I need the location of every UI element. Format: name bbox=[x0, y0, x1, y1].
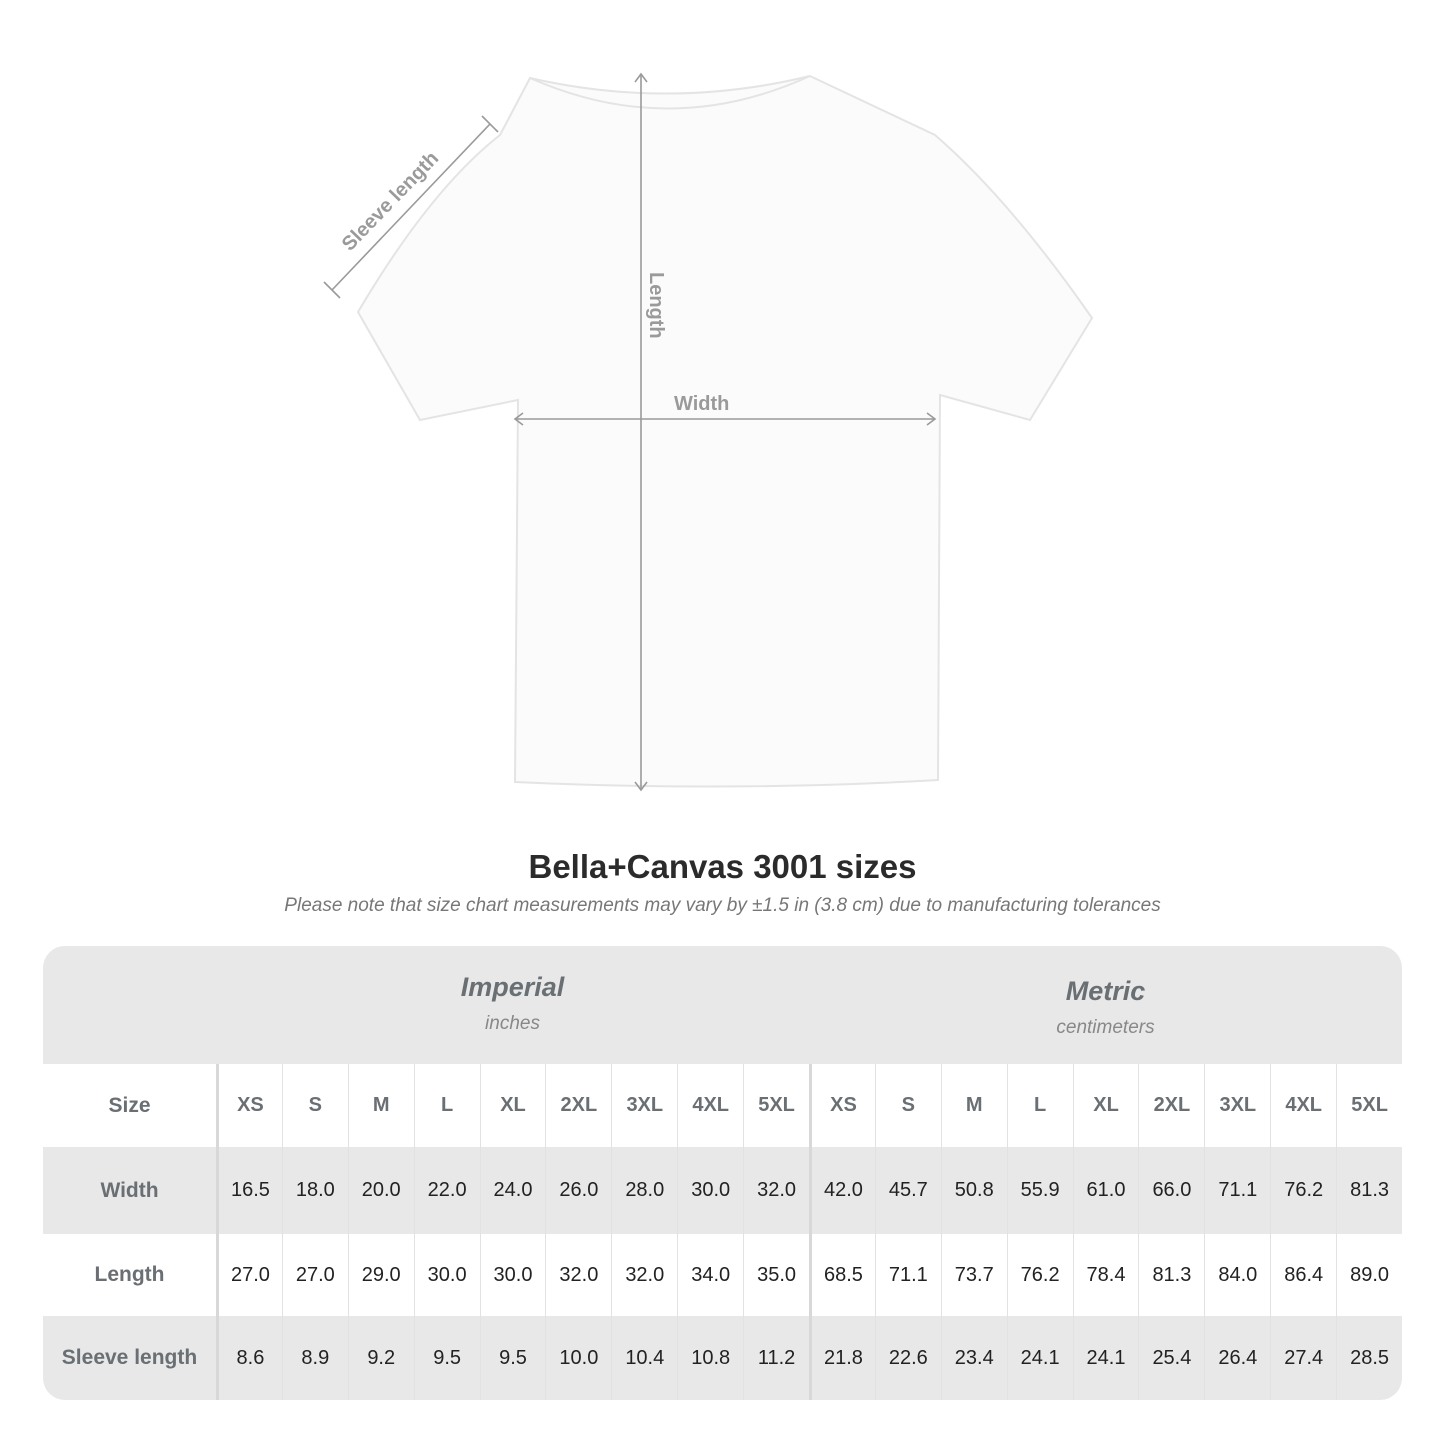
value-cell: 9.2 bbox=[347, 1316, 414, 1400]
value-cell: 18.0 bbox=[281, 1147, 348, 1234]
value-cell: 21.8 bbox=[809, 1316, 875, 1400]
size-header-cell: M bbox=[940, 1064, 1007, 1147]
value-cell: 10.4 bbox=[611, 1316, 677, 1400]
tshirt-shape bbox=[356, 74, 1094, 788]
tshirt-diagram: Sleeve length Length Width bbox=[323, 72, 1094, 792]
length-label: Length bbox=[645, 272, 667, 339]
value-cell: 28.0 bbox=[611, 1147, 677, 1234]
value-cell: 9.5 bbox=[479, 1316, 546, 1400]
imperial-unit: inches bbox=[485, 1013, 540, 1034]
value-cell: 61.0 bbox=[1072, 1147, 1139, 1234]
size-header-cell: 4XL bbox=[677, 1064, 743, 1147]
collar bbox=[529, 75, 811, 110]
sleeve-arrow bbox=[331, 123, 491, 291]
row-label: Width bbox=[100, 1178, 159, 1202]
table-row: Width 16.5 18.0 20.0 22.0 24.0 26.0 28.0 30.0 32.… bbox=[43, 1147, 1402, 1234]
value-cell: 27.0 bbox=[281, 1234, 348, 1316]
size-header-cell: XL bbox=[479, 1064, 546, 1147]
value-cell: 16.5 bbox=[216, 1147, 282, 1234]
value-cell: 86.4 bbox=[1270, 1234, 1336, 1316]
size-header-cell: M bbox=[347, 1064, 414, 1147]
table-row: Length 27.0 27.0 29.0 30.0 30.0 32.0 32.0 34.0 35… bbox=[43, 1234, 1402, 1316]
value-cell: 66.0 bbox=[1138, 1147, 1204, 1234]
value-cell: 25.4 bbox=[1138, 1316, 1204, 1400]
value-cell: 11.2 bbox=[743, 1316, 809, 1400]
value-cell: 10.8 bbox=[677, 1316, 743, 1400]
value-cell: 24.0 bbox=[479, 1147, 546, 1234]
row-label: Sleeve length bbox=[61, 1346, 198, 1369]
value-cell: 29.0 bbox=[347, 1234, 414, 1316]
metric-unit: centimeters bbox=[1056, 1017, 1155, 1038]
page-title: Bella+Canvas 3001 sizes bbox=[528, 848, 917, 885]
value-cell: 30.0 bbox=[413, 1234, 480, 1316]
size-header-cell: 5XL bbox=[743, 1064, 809, 1147]
value-cell: 28.5 bbox=[1336, 1316, 1402, 1400]
value-cell: 78.4 bbox=[1072, 1234, 1139, 1316]
value-cell: 32.0 bbox=[611, 1234, 677, 1316]
value-cell: 9.5 bbox=[413, 1316, 480, 1400]
value-cell: 30.0 bbox=[677, 1147, 743, 1234]
size-table: Imperial inches Metric centimeters Size X… bbox=[43, 946, 1402, 1400]
size-header-cell: XS bbox=[809, 1064, 875, 1147]
value-cell: 26.4 bbox=[1204, 1316, 1270, 1400]
value-cell: 8.6 bbox=[216, 1316, 282, 1400]
size-header-cell: 5XL bbox=[1336, 1064, 1402, 1147]
value-cell: 22.0 bbox=[413, 1147, 480, 1234]
size-header-cell: S bbox=[874, 1064, 941, 1147]
value-cell: 89.0 bbox=[1336, 1234, 1402, 1316]
value-cell: 35.0 bbox=[743, 1234, 809, 1316]
size-header-cell: XS bbox=[216, 1064, 282, 1147]
row-label: Length bbox=[94, 1263, 165, 1286]
value-cell: 45.7 bbox=[874, 1147, 941, 1234]
size-header-cell: S bbox=[281, 1064, 348, 1147]
metric-header: Metric centimeters bbox=[809, 946, 1402, 1094]
width-label: Width bbox=[674, 393, 729, 415]
tolerance-note: Please note that size chart measurements… bbox=[284, 895, 1161, 916]
value-cell: 76.2 bbox=[1006, 1234, 1073, 1316]
imperial-title: Imperial bbox=[460, 972, 565, 1002]
value-cell: 23.4 bbox=[940, 1316, 1007, 1400]
value-cell: 27.4 bbox=[1270, 1316, 1336, 1400]
value-cell: 32.0 bbox=[743, 1147, 809, 1234]
value-cell: 24.1 bbox=[1006, 1316, 1073, 1400]
value-cell: 42.0 bbox=[809, 1147, 875, 1234]
value-cell: 68.5 bbox=[809, 1234, 875, 1316]
value-cell: 81.3 bbox=[1138, 1234, 1204, 1316]
value-cell: 27.0 bbox=[216, 1234, 282, 1316]
size-header-cell: 4XL bbox=[1270, 1064, 1336, 1147]
value-cell: 20.0 bbox=[347, 1147, 414, 1234]
size-header-cell: 3XL bbox=[1204, 1064, 1270, 1147]
value-cell: 8.9 bbox=[281, 1316, 348, 1400]
value-cell: 50.8 bbox=[940, 1147, 1007, 1234]
value-cell: 34.0 bbox=[677, 1234, 743, 1316]
size-header-row: Size XS S M L XL 2XL 3XL 4XL 5XL XS S M L XL 2XL 3XL 4XL 5… bbox=[43, 1064, 1402, 1147]
value-cell: 71.1 bbox=[1204, 1147, 1270, 1234]
value-cell: 22.6 bbox=[874, 1316, 941, 1400]
imperial-header: Imperial inches bbox=[216, 946, 809, 1090]
size-header-cell: 2XL bbox=[545, 1064, 611, 1147]
size-header-cell: L bbox=[1006, 1064, 1073, 1147]
size-header-cell: XL bbox=[1072, 1064, 1139, 1147]
value-cell: 30.0 bbox=[479, 1234, 546, 1316]
value-cell: 32.0 bbox=[545, 1234, 611, 1316]
row-label: Size bbox=[108, 1093, 151, 1117]
size-header-cell: 3XL bbox=[611, 1064, 677, 1147]
value-cell: 84.0 bbox=[1204, 1234, 1270, 1316]
value-cell: 55.9 bbox=[1006, 1147, 1073, 1234]
value-cell: 73.7 bbox=[940, 1234, 1007, 1316]
value-cell: 81.3 bbox=[1336, 1147, 1402, 1234]
value-cell: 71.1 bbox=[874, 1234, 941, 1316]
metric-title: Metric bbox=[1065, 976, 1146, 1006]
table-row: Sleeve length 8.6 8.9 9.2 9.5 9.5 10.0 10.4 10.8… bbox=[43, 1316, 1402, 1400]
value-cell: 26.0 bbox=[545, 1147, 611, 1234]
value-cell: 24.1 bbox=[1072, 1316, 1139, 1400]
value-cell: 76.2 bbox=[1270, 1147, 1336, 1234]
value-cell: 10.0 bbox=[545, 1316, 611, 1400]
size-header-cell: 2XL bbox=[1138, 1064, 1204, 1147]
size-header-cell: L bbox=[413, 1064, 480, 1147]
